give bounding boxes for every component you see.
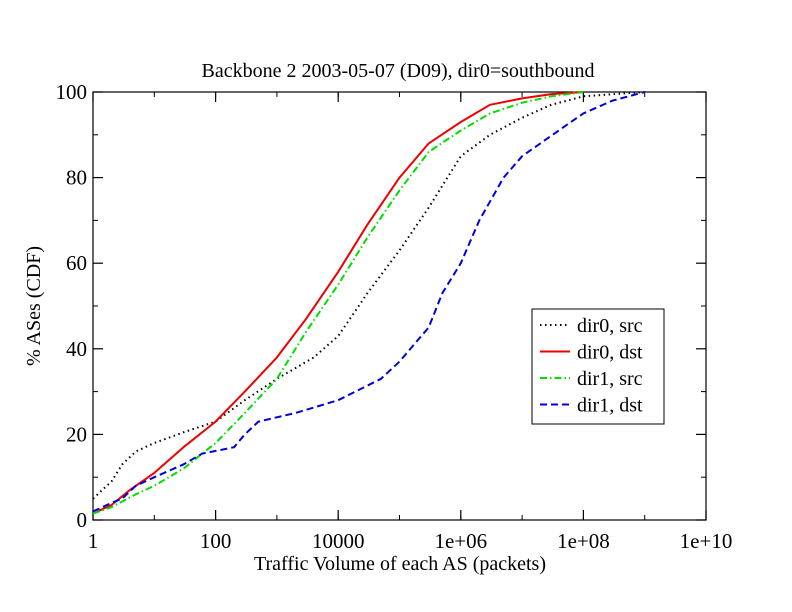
y-axis-title: % ASes (CDF) (23, 246, 45, 366)
x-axis-ticks (92, 92, 707, 520)
y-axis-ticks (93, 91, 706, 521)
legend-label: dir1, dst (577, 395, 643, 417)
y-tick-label: 80 (66, 166, 87, 190)
x-tick-label: 1e+08 (557, 529, 610, 553)
legend-label: dir0, dst (577, 342, 643, 364)
legend-label: dir1, src (577, 368, 643, 390)
plot-area-frame (92, 91, 707, 521)
y-tick-label: 100 (56, 80, 88, 104)
series-line-4 (92, 91, 645, 513)
x-tick-label: 100 (200, 529, 232, 553)
y-tick-label: 20 (66, 422, 87, 446)
series-line-1 (92, 91, 645, 500)
x-tick-label: 1e+10 (680, 529, 733, 553)
x-axis-tick-labels: 1 100 10000 1e+06 1e+08 1e+10 (88, 529, 733, 553)
series-line-3 (92, 91, 584, 515)
legend-label: dir0, src (577, 315, 643, 337)
x-tick-label: 1e+06 (434, 529, 487, 553)
y-tick-label: 40 (66, 337, 87, 361)
x-axis-title: Traffic Volume of each AS (packets) (254, 553, 546, 575)
chart-title: Backbone 2 2003-05-07 (D09), dir0=southb… (202, 60, 595, 82)
series-line-2 (92, 91, 584, 515)
legend: dir0, src dir0, dst dir1, src dir1, dst (531, 308, 665, 425)
y-axis-tick-labels: 0 20 40 60 80 100 (56, 80, 88, 532)
y-tick-label: 60 (66, 251, 87, 275)
x-tick-label: 1 (88, 529, 99, 553)
series-lines (92, 91, 645, 515)
x-tick-label: 10000 (312, 529, 365, 553)
y-tick-label: 0 (77, 508, 88, 532)
